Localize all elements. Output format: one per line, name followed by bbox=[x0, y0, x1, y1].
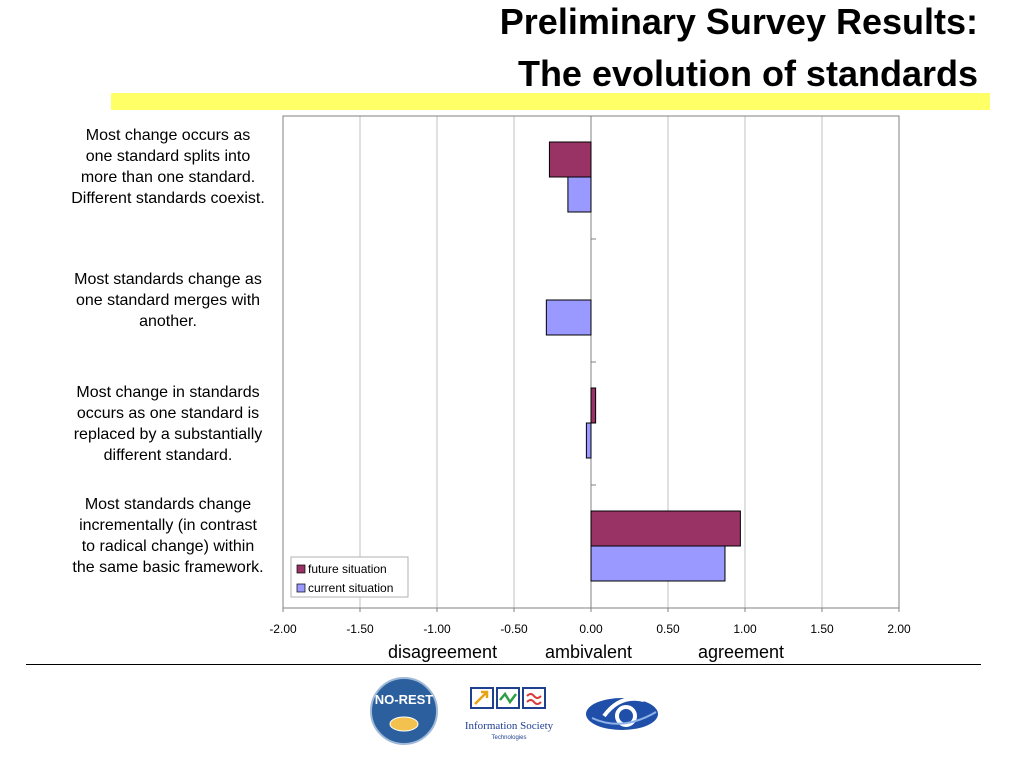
legend-label-future: future situation bbox=[308, 562, 387, 576]
bar-current bbox=[590, 545, 726, 582]
category-label-3: Most change in standards occurs as one s… bbox=[58, 382, 278, 466]
category-label-1-line: Most change occurs as bbox=[85, 127, 251, 144]
bar-future bbox=[590, 387, 597, 424]
slide-title-line-2: The evolution of standards bbox=[517, 53, 978, 94]
category-label-2: Most standards change as one standard me… bbox=[58, 269, 278, 332]
category-label-1: Most change occurs as one standard split… bbox=[58, 125, 278, 209]
bar-future bbox=[548, 141, 592, 178]
category-label-1-line: more than one standard. bbox=[80, 169, 256, 186]
legend-swatch-current bbox=[296, 583, 306, 593]
x-tick-label: -0.50 bbox=[500, 622, 528, 636]
ist-logo-line-2: Technologies bbox=[491, 735, 526, 741]
slide-title-line-1: Preliminary Survey Results: bbox=[499, 1, 978, 42]
norest-logo: NO-REST bbox=[370, 677, 438, 745]
category-label-4-line: the same basic framework. bbox=[72, 559, 264, 576]
legend-box bbox=[290, 556, 409, 598]
bar-current bbox=[567, 176, 592, 213]
x-tick-label: 0.00 bbox=[579, 622, 603, 636]
bar-current bbox=[585, 422, 592, 459]
x-tick-label: 2.00 bbox=[887, 622, 911, 636]
category-label-4: Most standards change incrementally (in … bbox=[58, 494, 278, 578]
category-label-1-line: one standard splits into bbox=[85, 148, 251, 165]
axis-word-disagreement: disagreement bbox=[388, 642, 498, 662]
x-tick-label: -1.50 bbox=[346, 622, 374, 636]
category-label-2-line: another. bbox=[139, 313, 197, 330]
legend-swatch-future bbox=[296, 564, 306, 574]
category-label-2-line: Most standards change as bbox=[74, 271, 262, 288]
x-tick-label: 1.50 bbox=[810, 622, 834, 636]
bar-current bbox=[545, 299, 592, 336]
x-tick-label: -1.00 bbox=[423, 622, 451, 636]
legend: future situation current situation bbox=[290, 556, 409, 598]
x-tick-label: -2.00 bbox=[269, 622, 297, 636]
category-label-3-line: replaced by a substantially bbox=[73, 426, 263, 443]
title-highlight-bar bbox=[111, 93, 990, 110]
ist-logo-line-1: Information Society bbox=[465, 720, 554, 732]
category-label-4-line: Most standards change bbox=[84, 496, 252, 513]
category-label-2-line: one standard merges with bbox=[75, 292, 261, 309]
bar-future bbox=[590, 510, 741, 547]
legend-label-current: current situation bbox=[308, 581, 393, 595]
category-label-3-line: different standard. bbox=[103, 447, 233, 464]
category-label-4-line: incrementally (in contrast bbox=[79, 517, 257, 534]
information-society-logo: Information Society Technologies bbox=[465, 687, 554, 741]
axis-word-agreement: agreement bbox=[698, 642, 785, 662]
x-tick-label: 1.00 bbox=[733, 622, 757, 636]
footer-divider bbox=[26, 664, 981, 665]
category-label-3-line: Most change in standards bbox=[76, 384, 260, 401]
fp6-logo bbox=[586, 696, 658, 730]
x-tick-label: 0.50 bbox=[656, 622, 680, 636]
axis-word-ambivalent: ambivalent bbox=[545, 642, 633, 662]
category-label-1-line: Different standards coexist. bbox=[71, 190, 265, 207]
category-label-4-line: to radical change) within bbox=[81, 538, 255, 555]
norest-logo-text: NO-REST bbox=[375, 692, 434, 707]
category-label-3-line: occurs as one standard is bbox=[76, 405, 260, 422]
